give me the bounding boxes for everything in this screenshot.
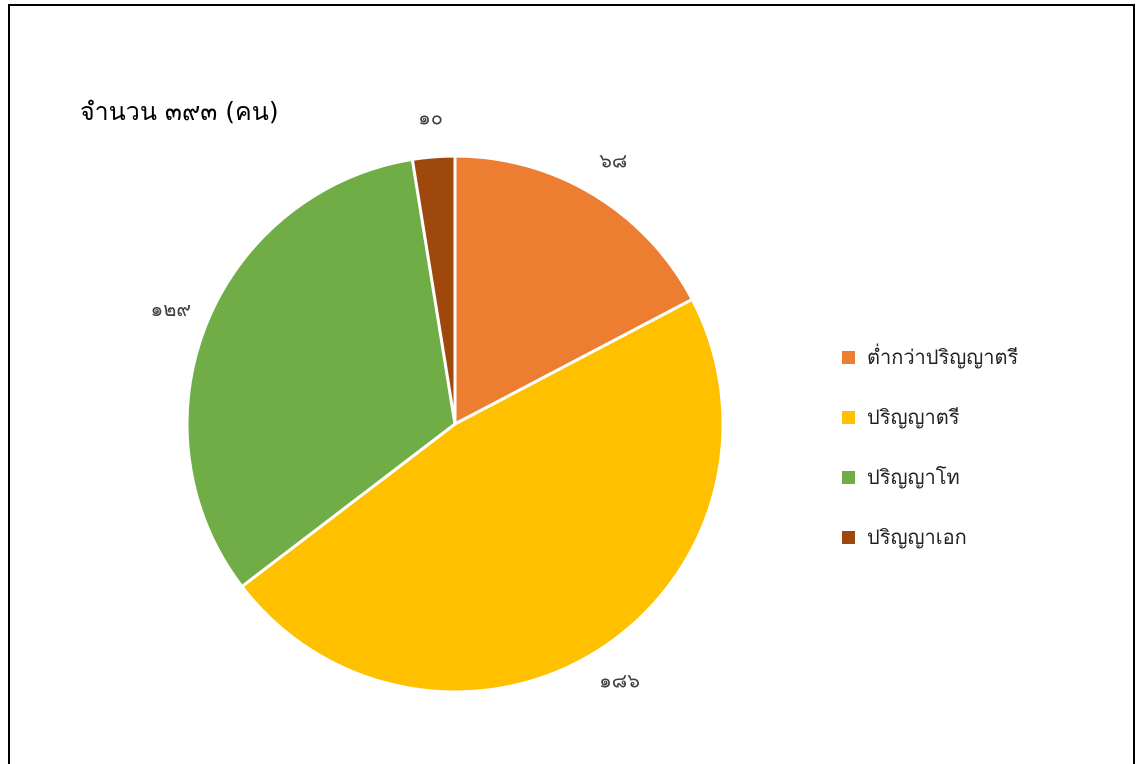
legend-swatch bbox=[842, 410, 855, 424]
legend-label: ปริญญาโท bbox=[867, 465, 960, 489]
pie-slice bbox=[453, 154, 695, 427]
legend-swatch bbox=[842, 530, 855, 544]
legend-item: ต่ำกว่าปริญญาตรี bbox=[842, 327, 1018, 387]
legend: ต่ำกว่าปริญญาตรี ปริญญาตรี ปริญญาโท ปริญ… bbox=[842, 327, 1018, 567]
data-label: ๑๘๖ bbox=[599, 669, 640, 693]
legend-label: ปริญญาเอก bbox=[867, 525, 967, 549]
legend-item: ปริญญาโท bbox=[842, 447, 1018, 507]
legend-label: ต่ำกว่าปริญญาตรี bbox=[867, 345, 1019, 369]
data-label: ๑๒๙ bbox=[151, 297, 192, 321]
pie-slice bbox=[185, 157, 457, 589]
data-label: ๑๐ bbox=[418, 105, 443, 129]
legend-item: ปริญญาตรี bbox=[842, 387, 1018, 447]
data-label: ๖๘ bbox=[599, 149, 627, 173]
legend-swatch bbox=[842, 470, 855, 484]
legend-swatch bbox=[842, 350, 855, 364]
chart-title: จำนวน ๓๙๓ (คน) bbox=[80, 97, 279, 126]
legend-item: ปริญญาเอก bbox=[842, 507, 1018, 567]
legend-label: ปริญญาตรี bbox=[867, 405, 960, 429]
pie-slice bbox=[410, 154, 457, 425]
pie-slice bbox=[239, 297, 725, 694]
